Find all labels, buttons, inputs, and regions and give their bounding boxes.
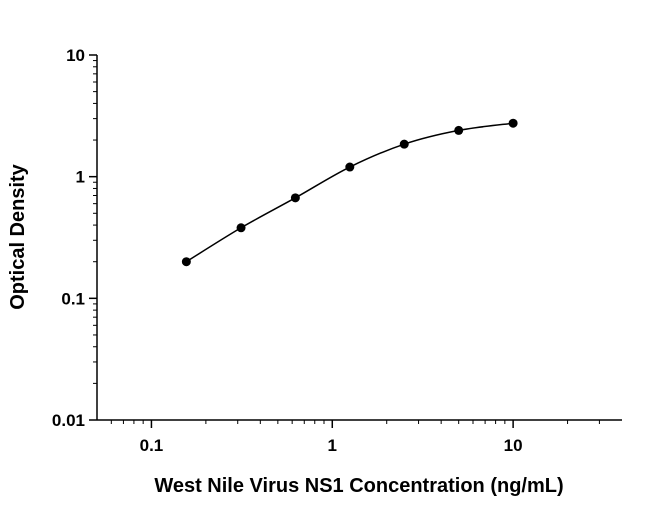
data-point <box>181 257 191 267</box>
data-point <box>399 139 409 149</box>
x-tick-label: 0.1 <box>140 436 164 455</box>
points-layer <box>181 118 518 267</box>
x-tick-label: 1 <box>328 436 337 455</box>
curve-layer <box>185 122 514 263</box>
data-point <box>454 125 464 135</box>
y-tick-label: 1 <box>76 168 85 187</box>
axes-layer: 0.01 0.1 1 10 0.1 1 10 <box>52 46 622 455</box>
fit-curve <box>185 122 514 263</box>
y-axis-title: Optical Density <box>7 163 29 309</box>
data-point <box>290 193 300 203</box>
x-tick-label: 10 <box>504 436 523 455</box>
data-point <box>508 118 518 128</box>
y-tick-label: 0.1 <box>61 289 85 308</box>
data-point <box>236 223 246 233</box>
x-axis-title: West Nile Virus NS1 Concentration (ng/mL… <box>154 475 563 497</box>
data-point <box>345 162 355 172</box>
y-tick-label: 0.01 <box>52 411 85 430</box>
y-tick-label: 10 <box>66 46 85 65</box>
